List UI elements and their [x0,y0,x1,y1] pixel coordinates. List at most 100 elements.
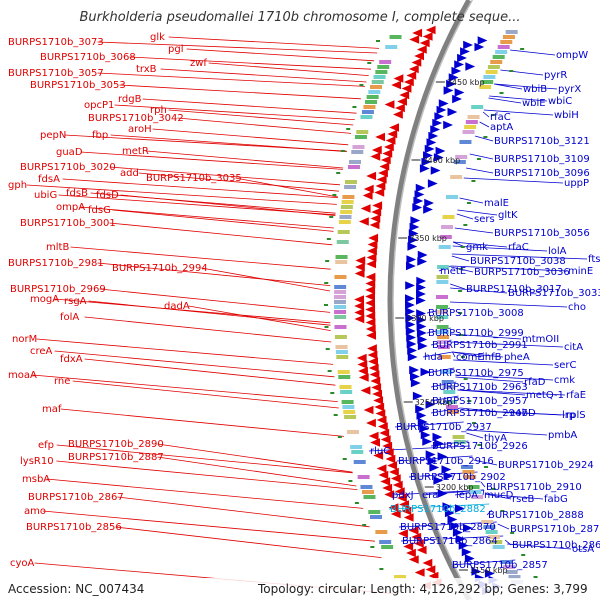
gene-label-right[interactable]: ihfB [482,352,502,363]
gene-label-right[interactable]: cmk [554,375,575,386]
gene-label-right[interactable]: BURPS1710b_3096 [494,168,590,179]
gene-label-right[interactable]: pheA [504,352,530,363]
gene-label-right[interactable]: BURPS1710b_2947 [432,408,528,419]
gene-label-right[interactable]: pmbA [548,430,577,441]
gene-label-left[interactable]: pgl [168,44,183,55]
gene-label-right[interactable]: BURPS1710b_2868 [512,540,600,551]
gene-label-left[interactable]: ubiG [34,190,57,201]
gene-label-left[interactable]: mltB [46,242,69,253]
gene-label-left[interactable]: lysR10 [20,456,54,467]
gene-label-right[interactable]: rplS [566,410,586,421]
gene-label-right[interactable]: rfaC [490,112,511,123]
gene-label-right[interactable]: wbiH [554,110,579,121]
gene-label-right[interactable]: BURPS1710b_2916 [398,456,494,467]
gene-label-right[interactable]: wbiB [523,84,547,95]
gene-label-right[interactable]: rfaC [508,242,529,253]
gene-label-right[interactable]: wbiC [548,96,572,107]
gene-label-right[interactable]: lepA [456,490,478,501]
gene-label-right[interactable]: fabG [544,494,568,505]
gene-label-right[interactable]: comE [456,352,484,363]
gene-label-right[interactable]: BURPS1710b_2991 [432,340,528,351]
gene-label-right[interactable]: BURPS1710b_2926 [432,441,528,452]
gene-label-right[interactable]: mucD [484,490,514,501]
gene-label-right[interactable]: BURPS1710b_2876 [510,524,600,535]
gene-label-right[interactable]: BURPS1710b_3056 [494,228,590,239]
gene-label-left[interactable]: BURPS1710b_2969 [10,284,106,295]
gene-label-right[interactable]: wbiE [522,98,546,109]
gene-label-right[interactable]: lrp [562,410,575,421]
gene-label-right[interactable]: uppP [564,178,589,189]
gene-label-left[interactable]: efp [38,440,54,451]
gene-label-left[interactable]: BURPS1710b_3035 [146,173,242,184]
gene-label-right[interactable]: BURPS1710b_2870 [400,522,496,533]
gene-label-left[interactable]: pepN [40,130,66,141]
gene-label-left[interactable]: fdsA [38,174,60,185]
gene-label-left[interactable]: fbp [92,130,108,141]
gene-label-left[interactable]: metR [122,146,149,157]
gene-label-right[interactable]: pyrR [544,70,567,81]
gene-label-left[interactable]: BURPS1710b_3042 [88,113,184,124]
gene-label-right[interactable]: rseB [512,494,534,505]
gene-label-right[interactable]: BURPS1710b_3109 [494,154,590,165]
gene-label-right[interactable]: malE [484,198,509,209]
gene-label-right[interactable]: otsA [572,544,594,555]
gene-label-right[interactable]: lolA [548,246,567,257]
gene-label-left[interactable]: BURPS1710b_2994 [112,263,208,274]
gene-label-right[interactable]: metQ-1 [526,390,564,401]
gene-label-right[interactable]: hda [424,352,443,363]
gene-label-left[interactable]: zwf [190,58,207,69]
gene-label-left[interactable]: mogA [30,294,59,305]
gene-label-left[interactable]: fdsD [96,190,119,201]
gene-label-right[interactable]: rfaE [566,390,586,401]
gene-label-right[interactable]: gltK [498,210,518,221]
gene-label-left[interactable]: maf [42,404,62,415]
gene-label-left[interactable]: BURPS1710b_2981 [8,258,104,269]
gene-label-left[interactable]: BURPS1710b_3073 [8,37,104,48]
gene-label-right[interactable]: thyA [484,433,507,444]
gene-label-right[interactable]: BURPS1710b_3036 [474,267,570,278]
gene-label-left[interactable]: rph [150,105,167,116]
gene-label-right[interactable]: pyrX [558,84,581,95]
gene-label-right[interactable]: era [422,490,438,501]
gene-label-right[interactable]: BURPS1710b_2864 [402,536,498,547]
gene-label-right[interactable]: BURPS1710b_3017 [466,284,562,295]
gene-label-left[interactable]: moaA [8,370,37,381]
gene-label-left[interactable]: glk [150,32,165,43]
gene-label-left[interactable]: norM [12,334,37,345]
gene-label-left[interactable]: add [120,168,139,179]
gene-label-left[interactable]: fdsB [66,188,88,199]
gene-label-right[interactable]: rfaD [524,377,546,388]
gene-label-right[interactable]: BURPS1710b_2857 [452,560,548,571]
gene-label-left[interactable]: BURPS1710b_3001 [20,218,116,229]
gene-label-left[interactable]: ompA [56,202,85,213]
gene-label-right[interactable]: BURPS1710b_2924 [498,460,594,471]
gene-label-left[interactable]: gph [8,180,27,191]
gene-label-left[interactable]: opcP1 [84,100,114,111]
gene-label-right[interactable]: BURPS1710b_3121 [494,136,590,147]
gene-label-right[interactable]: pdxJ [392,490,414,501]
gene-label-right[interactable]: BURPS1710b_2975 [428,368,524,379]
gene-label-left[interactable]: folA [60,312,79,323]
gene-label-right[interactable]: BURPS1710b_2937 [396,422,492,433]
gene-label-left[interactable]: BURPS1710b_3068 [40,52,136,63]
gene-label-left[interactable]: guaD [56,147,83,158]
gene-label-left[interactable]: msbA [22,474,50,485]
gene-label-left[interactable]: BURPS1710b_3053 [30,80,126,91]
gene-label-right[interactable]: cobD [510,408,536,419]
gene-label-right[interactable]: serC [554,360,576,371]
gene-label-right[interactable]: BURPS1710b_2957 [432,396,528,407]
gene-label-right[interactable]: BURPS1710b_2882 [390,504,486,515]
gene-label-left[interactable]: amo [24,506,46,517]
gene-label-right[interactable]: sers [474,214,495,225]
gene-label-right[interactable]: mtmOII [522,334,559,345]
gene-label-left[interactable]: creA [30,346,53,357]
gene-label-left[interactable]: rne [54,376,70,387]
gene-label-right[interactable]: BURPS1710b_2963 [432,382,528,393]
gene-label-left[interactable]: cyoA [10,558,35,569]
gene-label-left[interactable]: BURPS1710b_3020 [20,162,116,173]
gene-label-right[interactable]: rluC [370,446,390,457]
gene-label-left[interactable]: BURPS1710b_2867 [28,492,124,503]
gene-label-right[interactable]: ompW [556,50,588,61]
gene-label-right[interactable]: BURPS1710b_3033 [508,288,600,299]
gene-label-right[interactable]: BURPS1710b_3038 [470,256,566,267]
